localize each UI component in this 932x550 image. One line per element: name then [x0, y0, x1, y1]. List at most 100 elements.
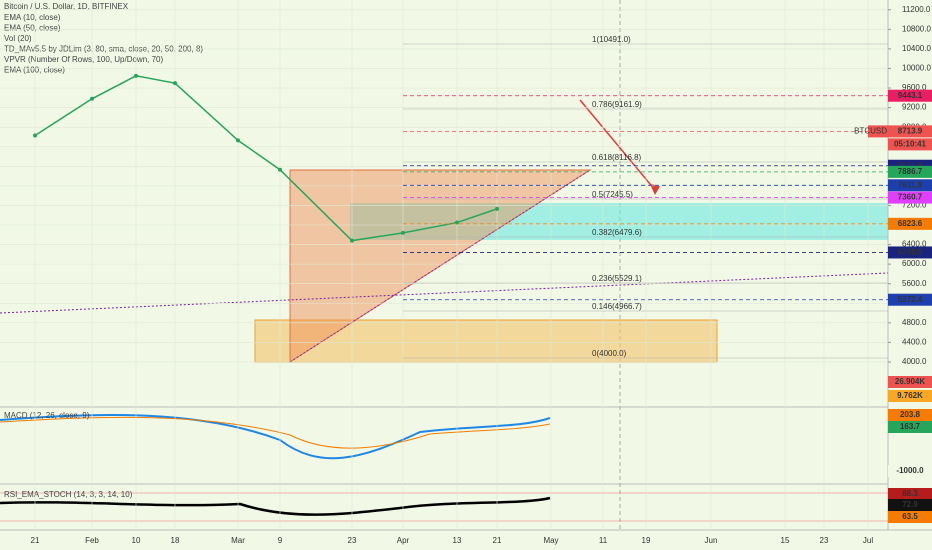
- rsi-line: [0, 496, 551, 516]
- y-tick-label: 6000.0: [902, 259, 927, 268]
- price-label: 8713.9: [898, 126, 923, 135]
- x-tick-label: 19: [642, 536, 651, 545]
- trend-line: [289, 169, 591, 363]
- y-tick-label: 7200.0: [902, 201, 927, 210]
- macd-label: -1000.0: [896, 466, 924, 475]
- price-label: 9443.1: [898, 91, 923, 100]
- price-label: 6823.6: [898, 219, 923, 228]
- x-tick-label: Apr: [397, 536, 410, 545]
- price-label-box: [888, 217, 932, 230]
- chart-title: Bitcoin / U.S. Dollar, 1D, BITFINEX: [4, 2, 129, 11]
- arrow-head: [650, 184, 660, 195]
- price-label: 7360.7: [898, 193, 923, 202]
- x-tick-label: 23: [348, 536, 357, 545]
- x-tick-label: May: [543, 536, 558, 545]
- rsi-label: 88.3: [902, 489, 918, 498]
- y-tick-label: 4400.0: [902, 338, 927, 347]
- price-point: [33, 133, 37, 138]
- price-label: 7611.9: [898, 180, 923, 189]
- x-tick-label: Jul: [863, 536, 873, 545]
- x-tick-label: 23: [820, 536, 829, 545]
- y-tick-label: 11200.0: [902, 5, 931, 14]
- price-label: 6238.8: [898, 248, 923, 257]
- macd-label-box: [888, 409, 932, 421]
- indicator-label: EMA (100, close): [4, 66, 65, 75]
- macd-line: [0, 413, 551, 460]
- y-tick-label: 5600.0: [902, 279, 927, 288]
- fib-label: 0.5(7245.5): [592, 190, 633, 199]
- fib-label: 0.786(9161.9): [592, 100, 642, 109]
- x-tick-label: 18: [171, 536, 180, 545]
- y-tick-label: 10400.0: [902, 44, 931, 53]
- y-tick-label: 10000.0: [902, 64, 931, 73]
- macd-label: 203.8: [900, 410, 921, 419]
- price-label-box: [888, 89, 932, 102]
- price-point: [350, 238, 354, 243]
- price-label: 5272.4: [898, 295, 923, 304]
- rsi-label: 63.5: [902, 512, 918, 521]
- macd-label-box: [888, 421, 932, 433]
- fib-label: 0.236(5529.1): [592, 274, 642, 283]
- fib-label: 0.382(6479.6): [592, 228, 642, 237]
- price-point: [278, 167, 282, 172]
- macd-label: 163.7: [900, 422, 921, 431]
- countdown-label-box: [888, 138, 932, 151]
- x-tick-label: 9: [278, 536, 283, 545]
- x-tick-label: 13: [453, 536, 462, 545]
- indicator-label: EMA (10, close): [4, 13, 61, 22]
- x-tick-label: Mar: [231, 536, 245, 545]
- fib-label: 0(4000.0): [592, 349, 627, 358]
- price-point: [495, 206, 499, 211]
- resistance-zone: [350, 203, 888, 240]
- price-label-box: [888, 125, 932, 138]
- countdown-label: 05:10:41: [894, 139, 927, 148]
- x-tick-label: 15: [781, 536, 790, 545]
- volume-label-box: [888, 376, 932, 388]
- volume-label: 26.904K: [895, 377, 925, 386]
- price-line: [34, 75, 498, 242]
- volume-label-box: [888, 390, 932, 402]
- indicator-label: EMA (50, close): [4, 24, 61, 33]
- x-tick-label: Jun: [705, 536, 718, 545]
- y-tick-label: 4800.0: [902, 318, 927, 327]
- x-tick-label: 11: [599, 536, 608, 545]
- price-label-box: [888, 191, 932, 204]
- volume-label: 9.762K: [897, 391, 923, 400]
- price-point: [236, 138, 240, 143]
- price-label-box: [888, 179, 932, 192]
- rsi-label: 72.9: [902, 500, 918, 509]
- price-point: [173, 81, 177, 86]
- signal-line: [0, 416, 551, 449]
- indicator-label: VPVR (Number Of Rows, 100, Up/Down, 70): [4, 55, 164, 64]
- demand-zone: [254, 319, 718, 363]
- price-point: [401, 230, 405, 235]
- rsi-label-box: [888, 499, 932, 511]
- x-tick-label: 21: [31, 536, 40, 545]
- x-tick-label: 10: [132, 536, 141, 545]
- x-tick-label: 21: [493, 536, 502, 545]
- y-tick-label: 10800.0: [902, 24, 931, 33]
- symbol-box: [868, 125, 888, 138]
- price-label-box: [888, 246, 932, 259]
- price-label: 8011.4: [898, 161, 923, 170]
- macd-label-box: [888, 465, 932, 477]
- x-tick-label: Feb: [85, 536, 99, 545]
- price-label: 7886.7: [898, 167, 923, 176]
- symbol-label: BTCUSD: [854, 126, 887, 135]
- price-point: [90, 96, 94, 101]
- rsi-label-box: [888, 511, 932, 523]
- y-tick-label: 9600.0: [902, 83, 927, 92]
- y-tick-label: 9200.0: [902, 103, 927, 112]
- arrow: [579, 99, 656, 191]
- fib-label: 0.146(4966.7): [592, 302, 642, 311]
- rsi-title: RSI_EMA_STOCH (14, 3, 3, 14, 10): [4, 490, 133, 499]
- trend-line: [0, 272, 889, 314]
- fib-label: 1(10491.0): [592, 35, 631, 44]
- price-point: [134, 73, 138, 78]
- fib-label: 0.618(8116.8): [592, 153, 642, 162]
- price-label-box: [888, 293, 932, 306]
- rsi-label-box: [888, 488, 932, 500]
- indicator-label: Vol (20): [4, 34, 32, 43]
